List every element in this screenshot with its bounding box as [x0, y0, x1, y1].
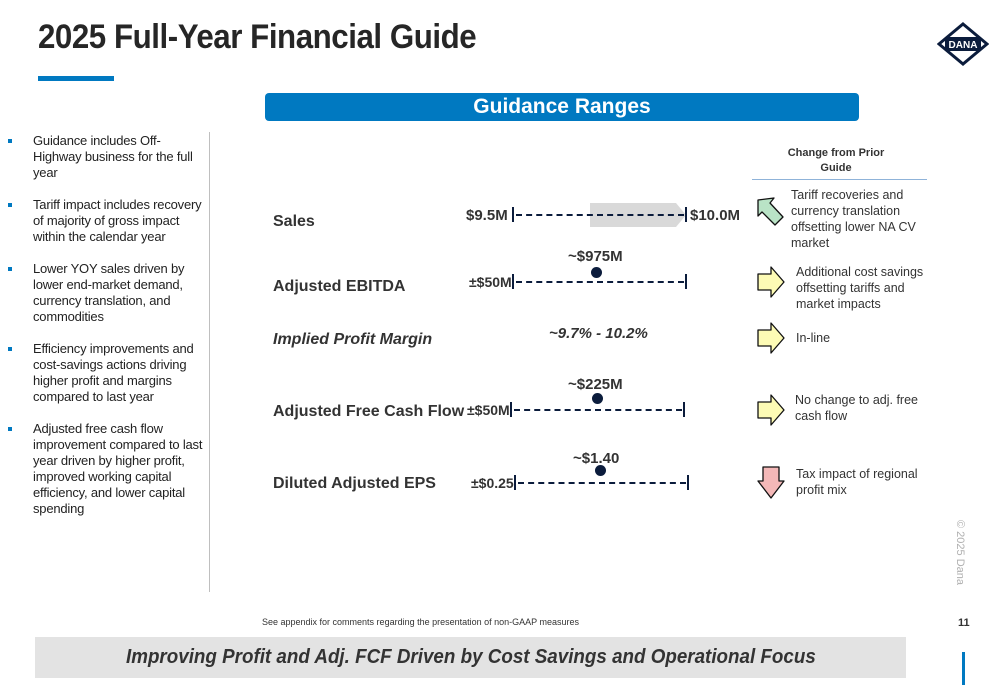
bullet-text: Efficiency improvements and cost-savings…	[33, 341, 194, 404]
accent-bar	[962, 652, 965, 685]
margin-label: Implied Profit Margin	[273, 331, 433, 348]
fcf-change-right-arrow-icon	[757, 394, 785, 426]
sales-label: Sales	[273, 213, 315, 230]
title-underline	[38, 76, 114, 81]
bullet-icon	[8, 267, 12, 271]
tagline-text: Improving Profit and Adj. FCF Driven by …	[125, 646, 816, 668]
ebitda-label: Adjusted EBITDA	[273, 278, 406, 295]
ebitda-change-right-arrow-icon	[757, 266, 785, 298]
sidebar-bullets: Guidance includes Off-Highway business f…	[0, 133, 205, 533]
bullet-item: Tariff impact includes recovery of major…	[0, 197, 205, 245]
ebitda-range-value: ±$50M	[469, 274, 512, 290]
eps-range-value: ±$0.25	[471, 475, 514, 491]
ebitda-low-tick	[512, 274, 514, 289]
bullet-text: Guidance includes Off-Highway business f…	[33, 133, 193, 180]
eps-range-line	[518, 482, 686, 484]
ebitda-range-line	[516, 281, 684, 283]
bullet-item: Adjusted free cash flow improvement comp…	[0, 421, 205, 517]
sales-high-value: $10.0M	[690, 207, 741, 224]
bullet-icon	[8, 347, 12, 351]
sales-low-tick	[512, 207, 514, 222]
eps-high-tick	[687, 475, 689, 490]
eps-low-tick	[514, 475, 516, 490]
bullet-item: Lower YOY sales driven by lower end-mark…	[0, 261, 205, 325]
ebitda-change-note: Additional cost savings offsetting tarif…	[796, 265, 924, 311]
fcf-high-tick	[683, 402, 685, 417]
fcf-low-tick	[510, 402, 512, 417]
change-column-header: Change from Prior Guide	[787, 147, 885, 174]
eps-label: Diluted Adjusted EPS	[273, 475, 436, 492]
fcf-range-value: ±$50M	[467, 402, 510, 418]
sales-high-tick	[685, 207, 687, 222]
non-gaap-footnote: See appendix for comments regarding the …	[262, 617, 580, 627]
logo-text: DANA	[949, 40, 978, 51]
copyright-text: © 2025 Dana	[954, 520, 966, 585]
fcf-midpoint-dot	[592, 393, 603, 404]
bullet-icon	[8, 203, 12, 207]
fcf-midpoint-value: ~$225M	[568, 376, 623, 393]
eps-midpoint-dot	[595, 465, 606, 476]
sales-change-up-left-arrow-icon	[757, 197, 784, 226]
sales-change-note: Tariff recoveries and currency translati…	[791, 188, 916, 250]
margin-change-note: In-line	[796, 331, 831, 345]
bullet-text: Adjusted free cash flow improvement comp…	[33, 421, 203, 516]
eps-midpoint-value: ~$1.40	[573, 450, 620, 467]
tagline-box: Improving Profit and Adj. FCF Driven by …	[35, 637, 906, 678]
bullet-icon	[8, 427, 12, 431]
page-title: 2025 Full-Year Financial Guide	[38, 18, 477, 56]
fcf-label: Adjusted Free Cash Flow	[273, 403, 465, 420]
guidance-ranges-banner: Guidance Ranges	[265, 93, 859, 121]
ebitda-high-tick	[685, 274, 687, 289]
bullet-icon	[8, 139, 12, 143]
sales-range-line	[516, 214, 684, 216]
bullet-item: Efficiency improvements and cost-savings…	[0, 341, 205, 405]
change-column-rule	[752, 179, 927, 180]
sales-low-value: $9.5M	[466, 207, 508, 224]
bullet-text: Lower YOY sales driven by lower end-mark…	[33, 261, 185, 324]
bullet-item: Guidance includes Off-Highway business f…	[0, 133, 205, 181]
sidebar-divider	[209, 132, 210, 592]
eps-change-note: Tax impact of regional profit mix	[796, 467, 918, 497]
ebitda-midpoint-dot	[591, 267, 602, 278]
bullet-text: Tariff impact includes recovery of major…	[33, 197, 202, 244]
page-number: 11	[958, 617, 970, 629]
margin-change-right-arrow-icon	[757, 322, 785, 354]
margin-value: ~9.7% - 10.2%	[549, 325, 648, 342]
fcf-change-note: No change to adj. free cash flow	[795, 393, 918, 423]
eps-change-down-arrow-icon	[757, 466, 785, 499]
ebitda-midpoint-value: ~$975M	[568, 248, 623, 265]
dana-logo: DANA	[937, 22, 989, 66]
fcf-range-line	[514, 409, 682, 411]
